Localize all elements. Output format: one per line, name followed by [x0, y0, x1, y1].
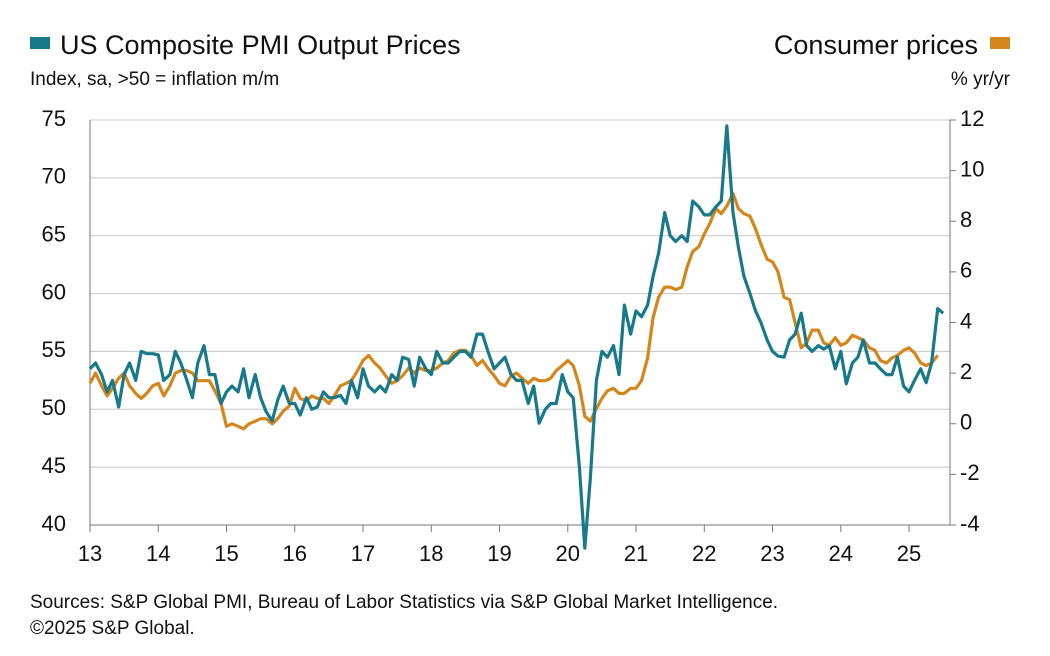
y2-tick-label: 10 [960, 156, 984, 181]
x-tick-label: 22 [692, 541, 716, 566]
y-tick-label: 50 [42, 395, 66, 420]
y-tick-label: 75 [42, 106, 66, 131]
y2-tick-label: -4 [960, 511, 980, 536]
x-tick-label: 13 [78, 541, 102, 566]
y2-tick-label: 6 [960, 258, 972, 283]
x-tick-label: 17 [351, 541, 375, 566]
y-tick-label: 65 [42, 222, 66, 247]
x-tick-label: 14 [146, 541, 170, 566]
y-axis-label: Index, sa, >50 = inflation m/m [30, 69, 279, 90]
y2-axis-label: % yr/yr [951, 69, 1011, 90]
y2-tick-label: 8 [960, 207, 972, 232]
series-line [88, 124, 945, 550]
source: Sources: S&P Global PMI, Bureau of Labor… [30, 592, 778, 613]
legend-label: Consumer prices [774, 30, 978, 60]
y-tick-label: 60 [42, 279, 66, 304]
x-tick-label: 23 [760, 541, 784, 566]
x-tick-label: 25 [897, 541, 921, 566]
y-tick-label: 45 [42, 453, 66, 478]
x-tick-label: 15 [214, 541, 238, 566]
y2-tick-label: -2 [960, 460, 980, 485]
y2-tick-label: 4 [960, 308, 972, 333]
series-line [88, 191, 939, 431]
legend-swatch [990, 37, 1010, 49]
y-tick-label: 70 [42, 164, 66, 189]
x-tick-label: 18 [419, 541, 443, 566]
legend-swatch [30, 37, 50, 49]
y2-tick-label: 2 [960, 359, 972, 384]
legend-label: US Composite PMI Output Prices [60, 30, 461, 60]
y-tick-label: 55 [42, 337, 66, 362]
y2-tick-label: 0 [960, 410, 972, 435]
y-tick-label: 40 [42, 511, 66, 536]
x-tick-label: 19 [487, 541, 511, 566]
x-tick-label: 16 [283, 541, 307, 566]
x-tick-label: 20 [556, 541, 580, 566]
y2-tick-label: 12 [960, 106, 984, 131]
copyright: ©2025 S&P Global. [30, 618, 195, 639]
x-tick-label: 21 [624, 541, 648, 566]
x-tick-label: 24 [829, 541, 853, 566]
